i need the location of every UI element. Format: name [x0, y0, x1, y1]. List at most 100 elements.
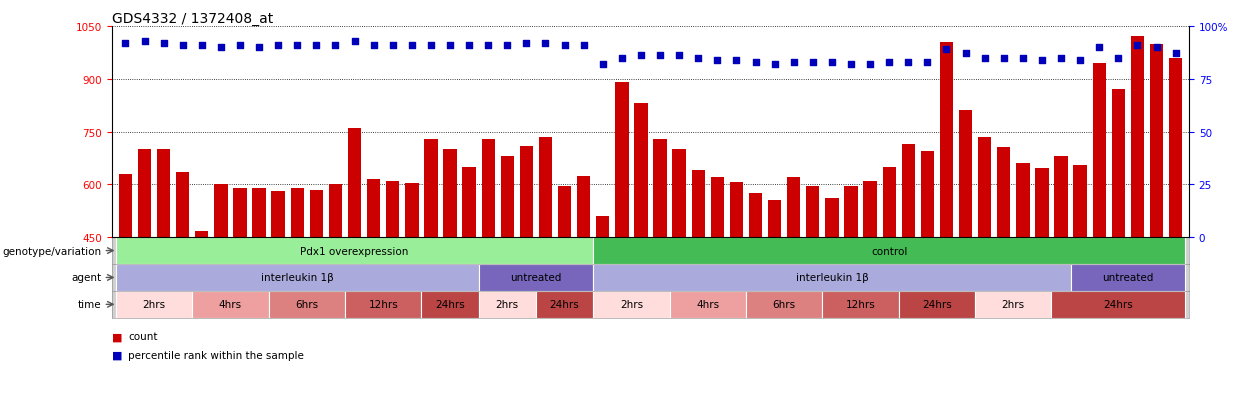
- Bar: [823, 291, 899, 318]
- Bar: [500, 157, 514, 396]
- Bar: [478, 264, 593, 291]
- Bar: [1052, 291, 1185, 318]
- Point: [306, 43, 326, 49]
- Bar: [425, 139, 437, 396]
- Text: 24hrs: 24hrs: [436, 299, 464, 310]
- Point: [994, 55, 1013, 62]
- Bar: [347, 129, 361, 396]
- Bar: [214, 185, 228, 396]
- Bar: [746, 291, 823, 318]
- Text: 2hrs: 2hrs: [496, 299, 519, 310]
- Point: [554, 43, 574, 49]
- Text: untreated: untreated: [510, 273, 561, 283]
- Point: [497, 43, 517, 49]
- Text: 12hrs: 12hrs: [845, 299, 875, 310]
- Bar: [899, 291, 975, 318]
- Bar: [176, 173, 189, 396]
- Point: [975, 55, 995, 62]
- Text: GDS4332 / 1372408_at: GDS4332 / 1372408_at: [112, 12, 274, 26]
- Point: [210, 45, 230, 51]
- Point: [288, 43, 308, 49]
- Text: 12hrs: 12hrs: [369, 299, 398, 310]
- Text: interleukin 1β: interleukin 1β: [796, 273, 868, 283]
- Point: [268, 43, 288, 49]
- Text: genotype/variation: genotype/variation: [2, 246, 101, 256]
- Bar: [940, 43, 954, 396]
- Bar: [462, 167, 476, 396]
- Bar: [1130, 38, 1144, 396]
- Point: [325, 43, 345, 49]
- Bar: [539, 138, 553, 396]
- Point: [727, 57, 747, 64]
- Bar: [269, 291, 345, 318]
- Bar: [576, 176, 590, 396]
- Point: [153, 40, 173, 47]
- Text: Pdx1 overexpression: Pdx1 overexpression: [300, 246, 408, 256]
- Point: [707, 57, 727, 64]
- Bar: [787, 178, 801, 396]
- Bar: [864, 181, 876, 396]
- Bar: [593, 264, 1071, 291]
- Bar: [192, 291, 269, 318]
- Bar: [138, 150, 151, 396]
- Point: [1051, 55, 1071, 62]
- Bar: [634, 104, 647, 396]
- Point: [1089, 45, 1109, 51]
- Bar: [1071, 264, 1185, 291]
- Point: [803, 59, 823, 66]
- Bar: [116, 264, 478, 291]
- Point: [650, 53, 670, 59]
- Bar: [672, 150, 686, 396]
- Bar: [310, 190, 322, 396]
- Bar: [519, 146, 533, 396]
- Point: [879, 59, 899, 66]
- Bar: [329, 185, 342, 396]
- Point: [746, 59, 766, 66]
- Bar: [825, 199, 839, 396]
- Bar: [116, 291, 192, 318]
- Text: 24hrs: 24hrs: [1103, 299, 1133, 310]
- Text: 24hrs: 24hrs: [923, 299, 952, 310]
- Bar: [1169, 59, 1183, 396]
- Point: [956, 51, 976, 57]
- Bar: [1036, 169, 1048, 396]
- Bar: [691, 171, 705, 396]
- Text: 2hrs: 2hrs: [142, 299, 166, 310]
- Bar: [195, 231, 208, 396]
- Point: [784, 59, 804, 66]
- Bar: [959, 111, 972, 396]
- Point: [192, 43, 212, 49]
- Point: [918, 59, 937, 66]
- Point: [134, 38, 154, 45]
- Point: [670, 53, 690, 59]
- Point: [364, 43, 383, 49]
- Bar: [116, 237, 593, 264]
- Text: 2hrs: 2hrs: [620, 299, 642, 310]
- Text: ■: ■: [112, 350, 122, 360]
- Point: [860, 62, 880, 68]
- Bar: [883, 167, 896, 396]
- Bar: [670, 291, 746, 318]
- Point: [1071, 57, 1091, 64]
- Text: 4hrs: 4hrs: [696, 299, 720, 310]
- Point: [1128, 43, 1148, 49]
- Bar: [1016, 164, 1030, 396]
- Point: [1013, 55, 1033, 62]
- Bar: [253, 188, 265, 396]
- Text: 6hrs: 6hrs: [773, 299, 796, 310]
- Bar: [478, 291, 535, 318]
- Bar: [1150, 45, 1163, 396]
- Bar: [593, 237, 1185, 264]
- Point: [1032, 57, 1052, 64]
- Point: [421, 43, 441, 49]
- Bar: [730, 182, 743, 396]
- Text: agent: agent: [71, 273, 101, 283]
- Bar: [593, 291, 670, 318]
- Text: percentile rank within the sample: percentile rank within the sample: [128, 350, 304, 360]
- Text: 4hrs: 4hrs: [219, 299, 242, 310]
- Point: [116, 40, 136, 47]
- Bar: [558, 187, 571, 396]
- Bar: [1055, 157, 1068, 396]
- Point: [249, 45, 269, 51]
- Point: [173, 43, 193, 49]
